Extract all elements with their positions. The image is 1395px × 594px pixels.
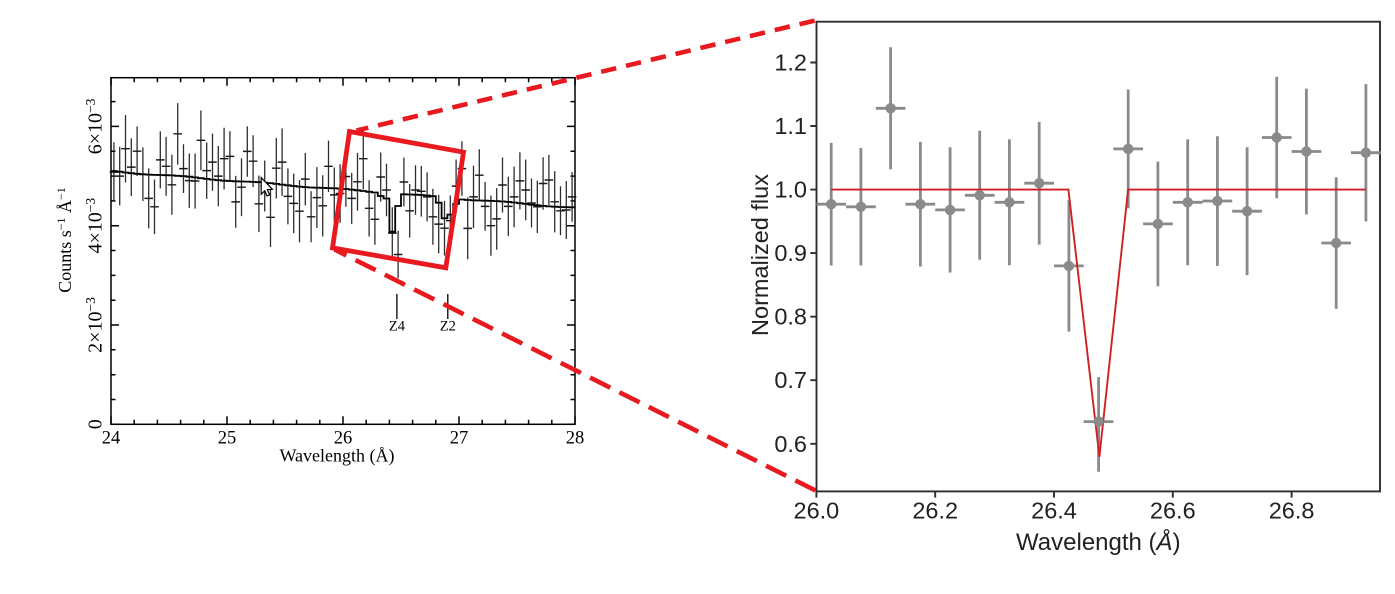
svg-text:Z4: Z4	[389, 319, 406, 335]
svg-text:1.1: 1.1	[774, 113, 807, 139]
svg-text:Z2: Z2	[440, 319, 456, 335]
svg-text:26.6: 26.6	[1150, 498, 1196, 524]
svg-text:24: 24	[102, 429, 121, 449]
svg-text:26.8: 26.8	[1269, 498, 1315, 524]
svg-text:1.2: 1.2	[774, 50, 807, 76]
svg-text:26.2: 26.2	[912, 498, 958, 524]
svg-text:28: 28	[566, 429, 585, 449]
svg-text:0.8: 0.8	[774, 304, 807, 330]
svg-text:0: 0	[85, 419, 107, 429]
svg-text:26.0: 26.0	[794, 498, 840, 524]
svg-text:0.6: 0.6	[774, 431, 807, 457]
svg-text:0.7: 0.7	[774, 367, 807, 393]
svg-text:0.9: 0.9	[774, 240, 807, 266]
svg-text:25: 25	[218, 429, 237, 449]
svg-text:Normalized flux: Normalized flux	[747, 174, 773, 336]
svg-text:26: 26	[334, 429, 353, 449]
svg-text:26.4: 26.4	[1031, 498, 1077, 524]
svg-text:27: 27	[450, 429, 469, 449]
svg-text:Wavelength (Å): Wavelength (Å)	[1016, 528, 1181, 556]
svg-text:Counts s−1 Å−1: Counts s−1 Å−1	[54, 187, 75, 293]
svg-text:1.0: 1.0	[774, 177, 807, 203]
svg-text:Wavelength (Å): Wavelength (Å)	[279, 446, 394, 467]
